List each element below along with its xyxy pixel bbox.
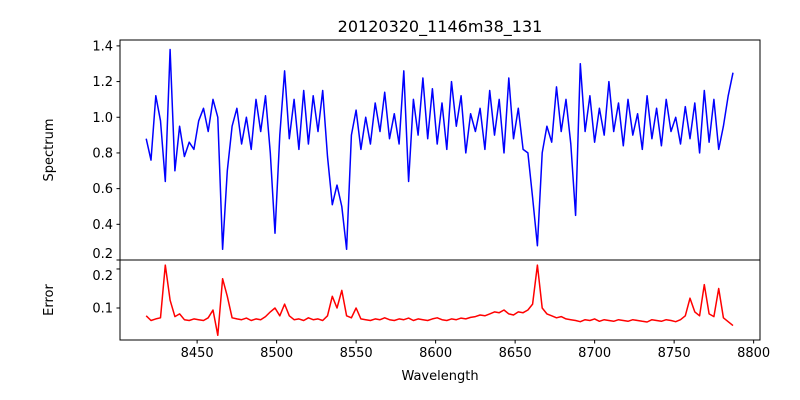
spectrum-line [145, 48, 734, 251]
y-tick-label: 1.2 [92, 75, 113, 90]
x-tick-label: 8800 [737, 346, 770, 361]
y-tick-label: 1.4 [92, 39, 113, 54]
y-tick-label: 0.4 [92, 218, 113, 233]
spectrum-axes-frame [119, 39, 761, 261]
x-tick-label: 8600 [419, 346, 452, 361]
x-tick-label: 8450 [181, 346, 214, 361]
y-tick-label: 0.2 [92, 269, 113, 284]
spectrum-axes [145, 48, 734, 251]
x-tick-label: 8700 [578, 346, 611, 361]
error-line [145, 264, 734, 337]
x-axis-label: Wavelength [401, 369, 478, 384]
y-tick-label: 0.2 [92, 247, 113, 262]
x-tick-label: 8750 [658, 346, 691, 361]
chart-title: 20120320_1146m38_131 [338, 17, 543, 37]
y-tick-label: 0.8 [92, 146, 113, 161]
x-tick-label: 8650 [499, 346, 532, 361]
spectrum-ylabel: Spectrum [42, 119, 57, 182]
x-tick-label: 8500 [260, 346, 293, 361]
error-axes [145, 264, 734, 337]
y-tick-label: 1.0 [92, 111, 113, 126]
error-axes-frame [119, 259, 761, 341]
error-ylabel: Error [42, 284, 57, 316]
x-tick-label: 8550 [340, 346, 373, 361]
y-tick-label: 0.1 [92, 302, 113, 317]
y-tick-label: 0.6 [92, 182, 113, 197]
